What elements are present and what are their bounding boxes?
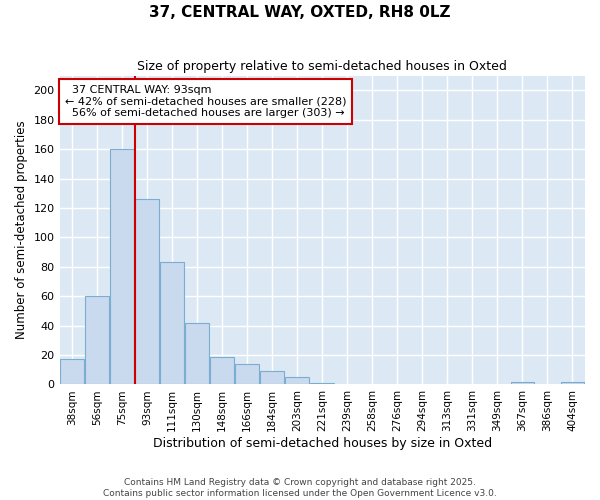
Text: Contains HM Land Registry data © Crown copyright and database right 2025.
Contai: Contains HM Land Registry data © Crown c… bbox=[103, 478, 497, 498]
Bar bbox=[85, 296, 109, 384]
Bar bbox=[310, 383, 334, 384]
Bar bbox=[560, 382, 584, 384]
Y-axis label: Number of semi-detached properties: Number of semi-detached properties bbox=[15, 120, 28, 340]
Bar bbox=[60, 360, 84, 384]
Bar bbox=[160, 262, 184, 384]
Bar bbox=[260, 371, 284, 384]
Bar bbox=[110, 149, 134, 384]
Bar bbox=[210, 356, 234, 384]
Bar bbox=[235, 364, 259, 384]
Bar bbox=[135, 199, 159, 384]
Bar bbox=[185, 322, 209, 384]
Bar bbox=[286, 377, 309, 384]
Bar bbox=[511, 382, 535, 384]
X-axis label: Distribution of semi-detached houses by size in Oxted: Distribution of semi-detached houses by … bbox=[153, 437, 492, 450]
Text: 37 CENTRAL WAY: 93sqm
← 42% of semi-detached houses are smaller (228)
  56% of s: 37 CENTRAL WAY: 93sqm ← 42% of semi-deta… bbox=[65, 85, 346, 118]
Title: Size of property relative to semi-detached houses in Oxted: Size of property relative to semi-detach… bbox=[137, 60, 507, 73]
Text: 37, CENTRAL WAY, OXTED, RH8 0LZ: 37, CENTRAL WAY, OXTED, RH8 0LZ bbox=[149, 5, 451, 20]
